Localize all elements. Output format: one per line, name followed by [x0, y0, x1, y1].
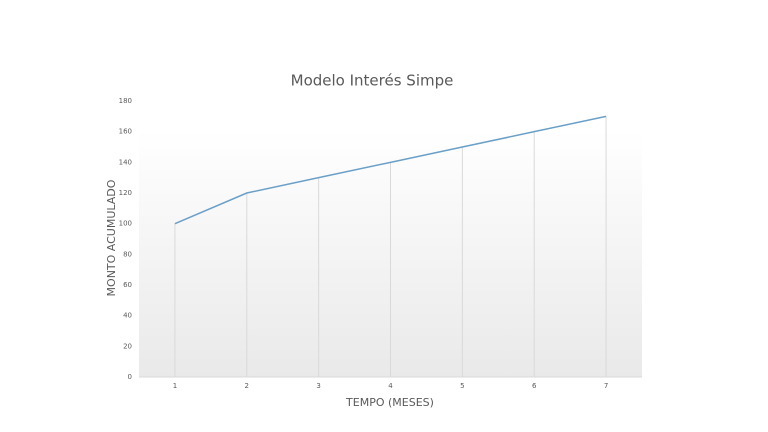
y-tick-label: 20: [123, 342, 132, 350]
x-tick-label: 1: [173, 382, 177, 390]
chart-title: Modelo Interés Simpe: [291, 72, 454, 90]
y-tick-label: 180: [119, 97, 132, 105]
x-tick-label: 3: [316, 382, 320, 390]
x-tick-label: 4: [388, 382, 393, 390]
y-tick-label: 0: [128, 373, 132, 381]
y-tick-label: 60: [123, 281, 132, 289]
y-axis-label: MONTO ACUMULADO: [105, 179, 118, 296]
y-tick-label: 160: [119, 128, 132, 136]
y-tick-label: 100: [119, 220, 132, 228]
y-tick-label: 40: [123, 312, 132, 320]
x-tick-label: 7: [604, 382, 608, 390]
x-tick-label: 6: [532, 382, 537, 390]
line: [174, 115, 607, 225]
y-tick-label: 80: [123, 250, 132, 258]
x-axis-label: TEMPO (MESES): [345, 396, 434, 409]
y-tick-label: 140: [119, 158, 132, 166]
x-tick-label: 5: [460, 382, 464, 390]
x-tick-label: 2: [245, 382, 249, 390]
y-tick-label: 120: [119, 189, 132, 197]
